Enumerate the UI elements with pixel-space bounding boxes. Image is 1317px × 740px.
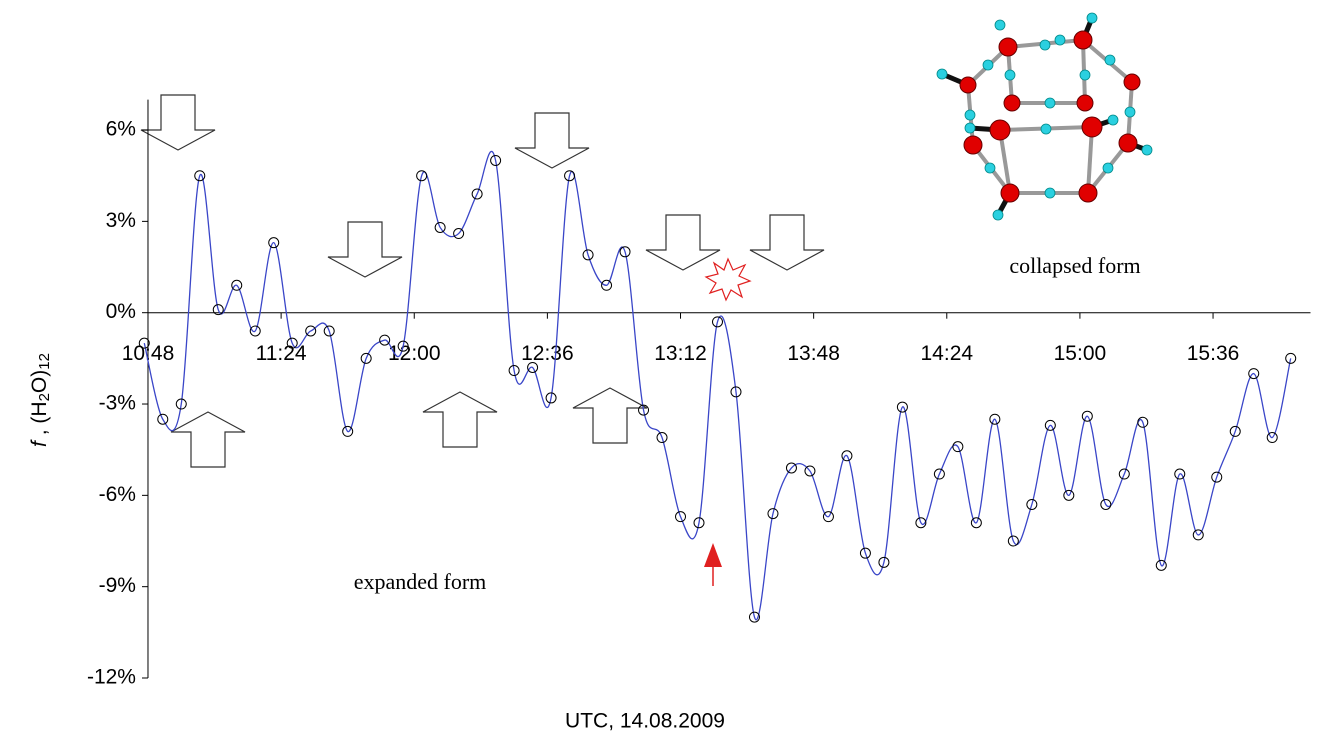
chart: expanded form collapsed form UTC, 14.08.… — [0, 0, 1317, 740]
y-tick-label: -6% — [99, 483, 136, 506]
series-line — [144, 151, 1290, 619]
annotation: expanded form — [354, 569, 487, 594]
y-tick-label: -3% — [99, 392, 136, 415]
x-tick-label: 15:00 — [1054, 342, 1107, 365]
x-tick-label: 12:36 — [521, 342, 574, 365]
y-label-part: O) — [28, 370, 51, 393]
y-tick-label: 3% — [106, 209, 136, 232]
y-tick-label: -12% — [87, 666, 136, 689]
x-tick-label: 13:12 — [654, 342, 707, 365]
y-label-part: , (H — [28, 401, 51, 441]
annotation: collapsed form — [1009, 253, 1140, 278]
x-tick-label: 13:48 — [787, 342, 840, 365]
x-tick-label: 14:24 — [921, 342, 974, 365]
x-axis-label: UTC, 14.08.2009 — [565, 710, 725, 733]
x-tick-label: 12:00 — [388, 342, 441, 365]
y-label-part: 12 — [36, 353, 53, 370]
y-tick-label: 6% — [106, 118, 136, 141]
y-label-part: 2 — [36, 393, 53, 401]
y-tick-label: -9% — [99, 574, 136, 597]
red-arrow — [704, 543, 722, 586]
burst — [706, 259, 750, 300]
molecule — [937, 13, 1152, 220]
x-tick-label: 15:36 — [1187, 342, 1240, 365]
y-tick-label: 0% — [106, 300, 136, 323]
y-axis-label: f , (H2O)12 — [28, 353, 53, 447]
